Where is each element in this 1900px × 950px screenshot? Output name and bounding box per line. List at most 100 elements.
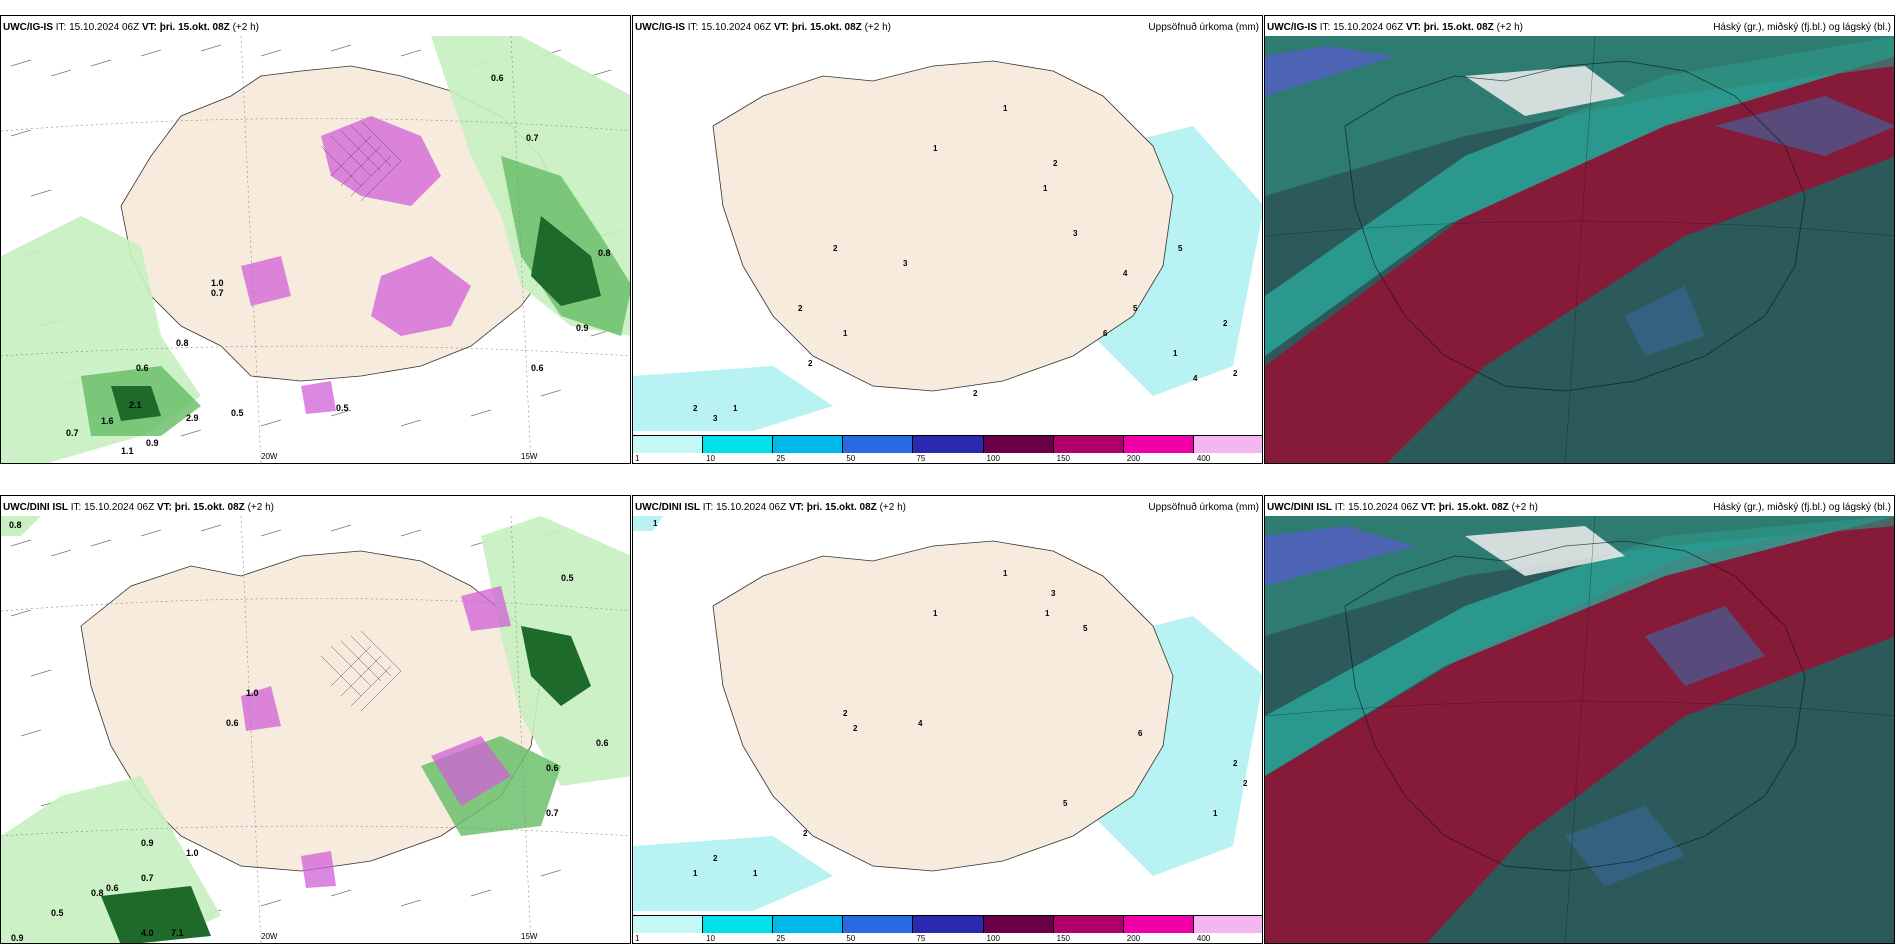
panel-bottom-left-precip: UWC/DINI ISL IT: 15.10.2024 06Z VT: þri.… (0, 495, 631, 944)
panel-title: UWC/DINI ISL IT: 15.10.2024 06Z VT: þri.… (3, 502, 274, 513)
accum-colorbar: 1 10 25 50 75 100 150 200 400 (633, 435, 1262, 463)
colorbar-swatch (913, 915, 984, 933)
colorbar-swatch (1193, 915, 1262, 933)
accum-value: 2 (693, 404, 698, 413)
precip-value: 0.7 (66, 428, 79, 438)
accum-value: 1 (1043, 184, 1048, 193)
precip-value: 4.0 (141, 928, 154, 938)
accum-value: 1 (1003, 104, 1008, 113)
accum-value: 3 (1051, 589, 1056, 598)
accum-precip-map[interactable]: 1 1 2 1 2 3 2 1 2 2 3 4 5 6 2 1 4 2 5 2 (633, 36, 1262, 437)
accum-value: 2 (713, 854, 718, 863)
precip-value: 0.9 (576, 323, 589, 333)
colorbar-swatch (983, 435, 1054, 453)
precip-value: 0.5 (231, 408, 244, 418)
precip-value: 1.6 (101, 416, 114, 426)
colorbar-label: 75 (916, 454, 926, 463)
iceland-land (712, 60, 1174, 392)
precip-wind-map[interactable]: 20W 15W 0.6 0.7 0.5 0.8 0.9 1.0 2.1 2.9 … (1, 36, 630, 463)
colorbar-swatch (843, 915, 914, 933)
accum-value: 3 (713, 414, 718, 423)
accum-value: 2 (1223, 319, 1228, 328)
accum-value: 6 (1138, 729, 1143, 738)
precip-value: 0.8 (91, 888, 104, 898)
cloud-cover-map[interactable] (1265, 516, 1894, 943)
colorbar-label: 150 (1056, 934, 1071, 943)
precip-value: 0.7 (211, 288, 224, 298)
precip-value: 1.0 (186, 848, 199, 858)
precip-value: 0.9 (146, 438, 159, 448)
accum-value: 5 (1063, 799, 1068, 808)
precip-value: 0.6 (546, 763, 559, 773)
precip-wind-map[interactable]: 20W 15W 0.8 0.5 0.6 1.0 0.6 0.9 1.0 0.8 … (1, 516, 630, 943)
accum-value: 2 (973, 389, 978, 398)
colorbar-label: 1 (635, 934, 640, 943)
colorbar-label: 10 (706, 454, 716, 463)
precip-value: 1.0 (211, 278, 224, 288)
lon-label-15w: 15W (521, 452, 538, 461)
precip-value: 0.8 (598, 248, 611, 258)
colorbar-label: 75 (916, 934, 926, 943)
precip-value: 0.6 (226, 718, 239, 728)
panel-title: UWC/DINI ISL IT: 15.10.2024 06Z VT: þri.… (635, 502, 906, 513)
colorbar-swatch (633, 435, 704, 453)
colorbar-label: 25 (776, 454, 786, 463)
panel-subtitle: Háský (gr.), miðský (fj.bl.) og lágský (… (1713, 22, 1891, 33)
colorbar-swatch (1053, 435, 1124, 453)
colorbar-swatch (703, 435, 774, 453)
accum-value: 1 (933, 609, 938, 618)
panel-title: UWC/IG-IS IT: 15.10.2024 06Z VT: þri. 15… (635, 22, 891, 33)
precip-value: 0.5 (336, 403, 349, 413)
colorbar-label: 10 (706, 934, 716, 943)
accum-value: 5 (1083, 624, 1088, 633)
accum-value: 2 (1233, 759, 1238, 768)
colorbar-swatch (703, 915, 774, 933)
iceland-land (712, 540, 1174, 872)
accum-value: 4 (918, 719, 923, 728)
accum-value: 1 (693, 869, 698, 878)
colorbar-swatch (773, 435, 844, 453)
accum-value: 5 (1178, 244, 1183, 253)
panel-bottom-middle-accum: UWC/DINI ISL IT: 15.10.2024 06Z VT: þri.… (632, 495, 1263, 944)
colorbar-swatch (1193, 435, 1262, 453)
panel-top-left-precip: UWC/IG-IS IT: 15.10.2024 06Z VT: þri. 15… (0, 15, 631, 464)
cloud-cover-map[interactable] (1265, 36, 1894, 463)
colorbar-label: 1 (635, 454, 640, 463)
colorbar-label: 400 (1196, 454, 1211, 463)
precip-value: 0.5 (561, 573, 574, 583)
accum-value: 3 (1073, 229, 1078, 238)
precip-value: 1.1 (121, 446, 134, 456)
colorbar-label: 50 (846, 454, 856, 463)
colorbar-label: 200 (1126, 934, 1141, 943)
colorbar-swatch (913, 435, 984, 453)
panel-title: UWC/IG-IS IT: 15.10.2024 06Z VT: þri. 15… (1267, 22, 1523, 33)
colorbar-swatch (1123, 915, 1194, 933)
colorbar-label: 25 (776, 934, 786, 943)
precip-value: 0.7 (526, 133, 539, 143)
precip-value: 2.1 (129, 400, 142, 410)
accum-value: 5 (1133, 304, 1138, 313)
accum-value: 1 (733, 404, 738, 413)
accum-value: 1 (933, 144, 938, 153)
colorbar-swatch (1053, 915, 1124, 933)
colorbar-label: 400 (1196, 934, 1211, 943)
precip-value: 0.6 (491, 73, 504, 83)
accum-value: 2 (808, 359, 813, 368)
precip-value: 7.1 (171, 928, 184, 938)
accum-value: 1 (1213, 809, 1218, 818)
accum-value: 2 (803, 829, 808, 838)
accum-value: 4 (1123, 269, 1128, 278)
colorbar-label: 100 (986, 934, 1000, 943)
precip-value: 0.7 (141, 873, 154, 883)
panel-subtitle: Uppsöfnuð úrkoma (mm) (1148, 22, 1259, 33)
precip-value: 0.9 (141, 838, 154, 848)
accum-value: 2 (853, 724, 858, 733)
colorbar-swatch (773, 915, 844, 933)
colorbar-swatch (633, 915, 704, 933)
colorbar-label: 50 (846, 934, 856, 943)
accum-precip-map[interactable]: 1 1 2 4 2 1 3 5 6 2 1 5 2 2 1 1 1 2 (633, 516, 1262, 917)
accum-value: 2 (1233, 369, 1238, 378)
accum-value: 2 (1053, 159, 1058, 168)
lon-label-20w: 20W (261, 932, 278, 941)
accum-value: 1 (1045, 609, 1050, 618)
